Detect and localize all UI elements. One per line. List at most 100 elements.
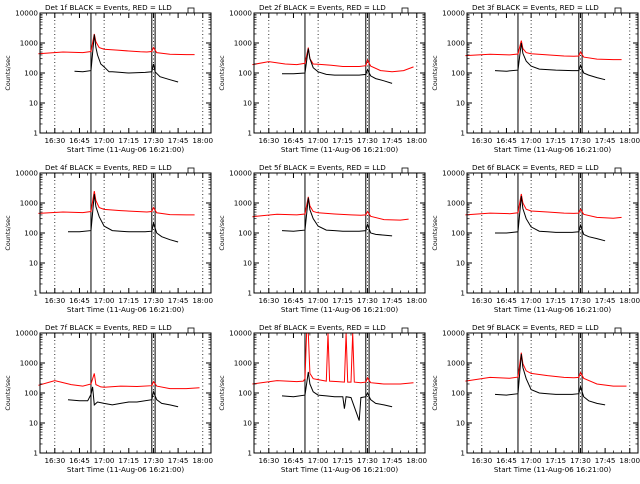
y-tick-label: 1 <box>247 449 252 458</box>
x-tick-label: 17:15 <box>332 136 353 145</box>
panel-title: Det 1f BLACK = Events, RED = LLD <box>45 3 172 12</box>
y-tick-label: 10000 <box>229 329 252 338</box>
x-tick-label: 16:45 <box>69 136 90 145</box>
x-tick-label: 18:00 <box>406 136 427 145</box>
y-tick-label: 1 <box>460 449 465 458</box>
series-events-line <box>494 353 606 406</box>
x-tick-label: 18:00 <box>406 456 427 465</box>
x-tick-label: 17:30 <box>143 456 164 465</box>
plot-frame <box>39 172 212 294</box>
y-tick-label: 100 <box>451 229 465 238</box>
y-tick-label: 1 <box>460 289 465 298</box>
y-axis-title: Counts/sec <box>218 215 226 251</box>
x-tick-label: 17:15 <box>545 136 566 145</box>
panel-title: Det 5f BLACK = Events, RED = LLD <box>259 163 386 172</box>
panel-8: Det 8f BLACK = Events, RED = LLD 1 10 100 10… <box>218 323 428 474</box>
y-tick-label: 10 <box>29 419 39 428</box>
y-axis-title: Counts/sec <box>4 215 12 251</box>
x-tick-label: 16:30 <box>44 136 65 145</box>
x-tick-label: 17:15 <box>118 136 139 145</box>
x-tick-label: 16:45 <box>496 136 517 145</box>
plot-frame <box>253 332 426 454</box>
x-tick-label: 17:30 <box>143 136 164 145</box>
y-axis-title: Counts/sec <box>431 55 439 91</box>
y-tick-label: 10 <box>456 259 466 268</box>
y-tick-label: 1 <box>33 449 38 458</box>
series-lld-line <box>252 196 409 221</box>
x-tick-label: 17:00 <box>94 456 115 465</box>
x-tick-label: 17:30 <box>357 456 378 465</box>
x-axis-title: Start Time (11-Aug-06 16:21:00) <box>494 305 611 314</box>
corner-box-icon <box>614 7 622 14</box>
panel-3: Det 3f BLACK = Events, RED = LLD 1 10 100 10… <box>431 3 640 154</box>
x-tick-label: 18:00 <box>192 296 213 305</box>
x-tick-label: 17:00 <box>94 296 115 305</box>
x-tick-label: 17:15 <box>545 296 566 305</box>
x-tick-label: 17:45 <box>168 456 189 465</box>
series-events-line <box>494 42 606 81</box>
panel-9: Det 9f BLACK = Events, RED = LLD 1 10 100 10… <box>431 323 640 474</box>
y-tick-label: 1000 <box>447 199 466 208</box>
x-axis-title: Start Time (11-Aug-06 16:21:00) <box>67 145 184 154</box>
plot-frame <box>253 12 426 134</box>
x-axis-title: Start Time (11-Aug-06 16:21:00) <box>494 145 611 154</box>
corner-box-icon <box>614 167 622 174</box>
panel-title: Det 4f BLACK = Events, RED = LLD <box>45 163 172 172</box>
x-axis-title: Start Time (11-Aug-06 16:21:00) <box>281 465 398 474</box>
x-tick-label: 16:45 <box>496 456 517 465</box>
x-tick-label: 17:00 <box>308 136 329 145</box>
y-tick-label: 1000 <box>20 359 39 368</box>
panel-6: Det 6f BLACK = Events, RED = LLD 1 10 100 10… <box>431 163 640 314</box>
y-axis-title: Counts/sec <box>218 55 226 91</box>
y-tick-label: 1000 <box>234 359 253 368</box>
y-tick-label: 10 <box>456 419 466 428</box>
x-tick-label: 18:00 <box>619 136 640 145</box>
series-events-line <box>281 197 393 237</box>
panel-1: Det 1f BLACK = Events, RED = LLD 1 10 100 10… <box>4 3 214 154</box>
y-tick-label: 100 <box>238 229 252 238</box>
x-tick-label: 16:45 <box>69 456 90 465</box>
x-tick-label: 17:30 <box>570 296 591 305</box>
y-tick-label: 100 <box>24 69 38 78</box>
series-events-line <box>67 386 179 408</box>
panel-title: Det 7f BLACK = Events, RED = LLD <box>45 323 172 332</box>
y-tick-label: 10000 <box>15 169 38 178</box>
x-tick-label: 17:00 <box>521 296 542 305</box>
corner-box-icon <box>187 327 195 334</box>
x-tick-label: 17:45 <box>595 296 616 305</box>
series-events-line <box>282 48 393 84</box>
y-tick-label: 100 <box>451 389 465 398</box>
x-tick-label: 17:15 <box>332 296 353 305</box>
x-tick-label: 18:00 <box>619 456 640 465</box>
y-tick-label: 10 <box>243 419 253 428</box>
plot-frame <box>253 172 426 294</box>
series-lld-line <box>465 193 622 219</box>
y-tick-label: 1 <box>33 129 38 138</box>
panel-5: Det 5f BLACK = Events, RED = LLD 1 10 100 10… <box>218 163 428 314</box>
y-tick-label: 10000 <box>442 329 465 338</box>
y-tick-label: 100 <box>238 389 252 398</box>
x-tick-label: 16:30 <box>471 456 492 465</box>
x-axis-title: Start Time (11-Aug-06 16:21:00) <box>494 465 611 474</box>
x-tick-label: 17:00 <box>521 456 542 465</box>
y-tick-label: 1 <box>460 129 465 138</box>
y-tick-label: 100 <box>24 389 38 398</box>
x-tick-label: 16:30 <box>471 296 492 305</box>
series-events-line <box>68 193 179 243</box>
x-tick-label: 16:30 <box>44 296 65 305</box>
y-tick-label: 10 <box>243 99 253 108</box>
x-axis-title: Start Time (11-Aug-06 16:21:00) <box>67 305 184 314</box>
y-axis-title: Counts/sec <box>218 375 226 411</box>
x-tick-label: 16:30 <box>258 456 279 465</box>
y-tick-label: 1000 <box>20 199 39 208</box>
y-tick-label: 100 <box>24 229 38 238</box>
series-events-line <box>74 34 179 83</box>
corner-box-icon <box>401 7 409 14</box>
y-tick-label: 10000 <box>442 169 465 178</box>
y-axis-title: Counts/sec <box>431 215 439 251</box>
x-tick-label: 17:45 <box>168 296 189 305</box>
series-lld-line <box>38 33 195 56</box>
y-tick-label: 10 <box>29 99 39 108</box>
y-axis-title: Counts/sec <box>4 55 12 91</box>
